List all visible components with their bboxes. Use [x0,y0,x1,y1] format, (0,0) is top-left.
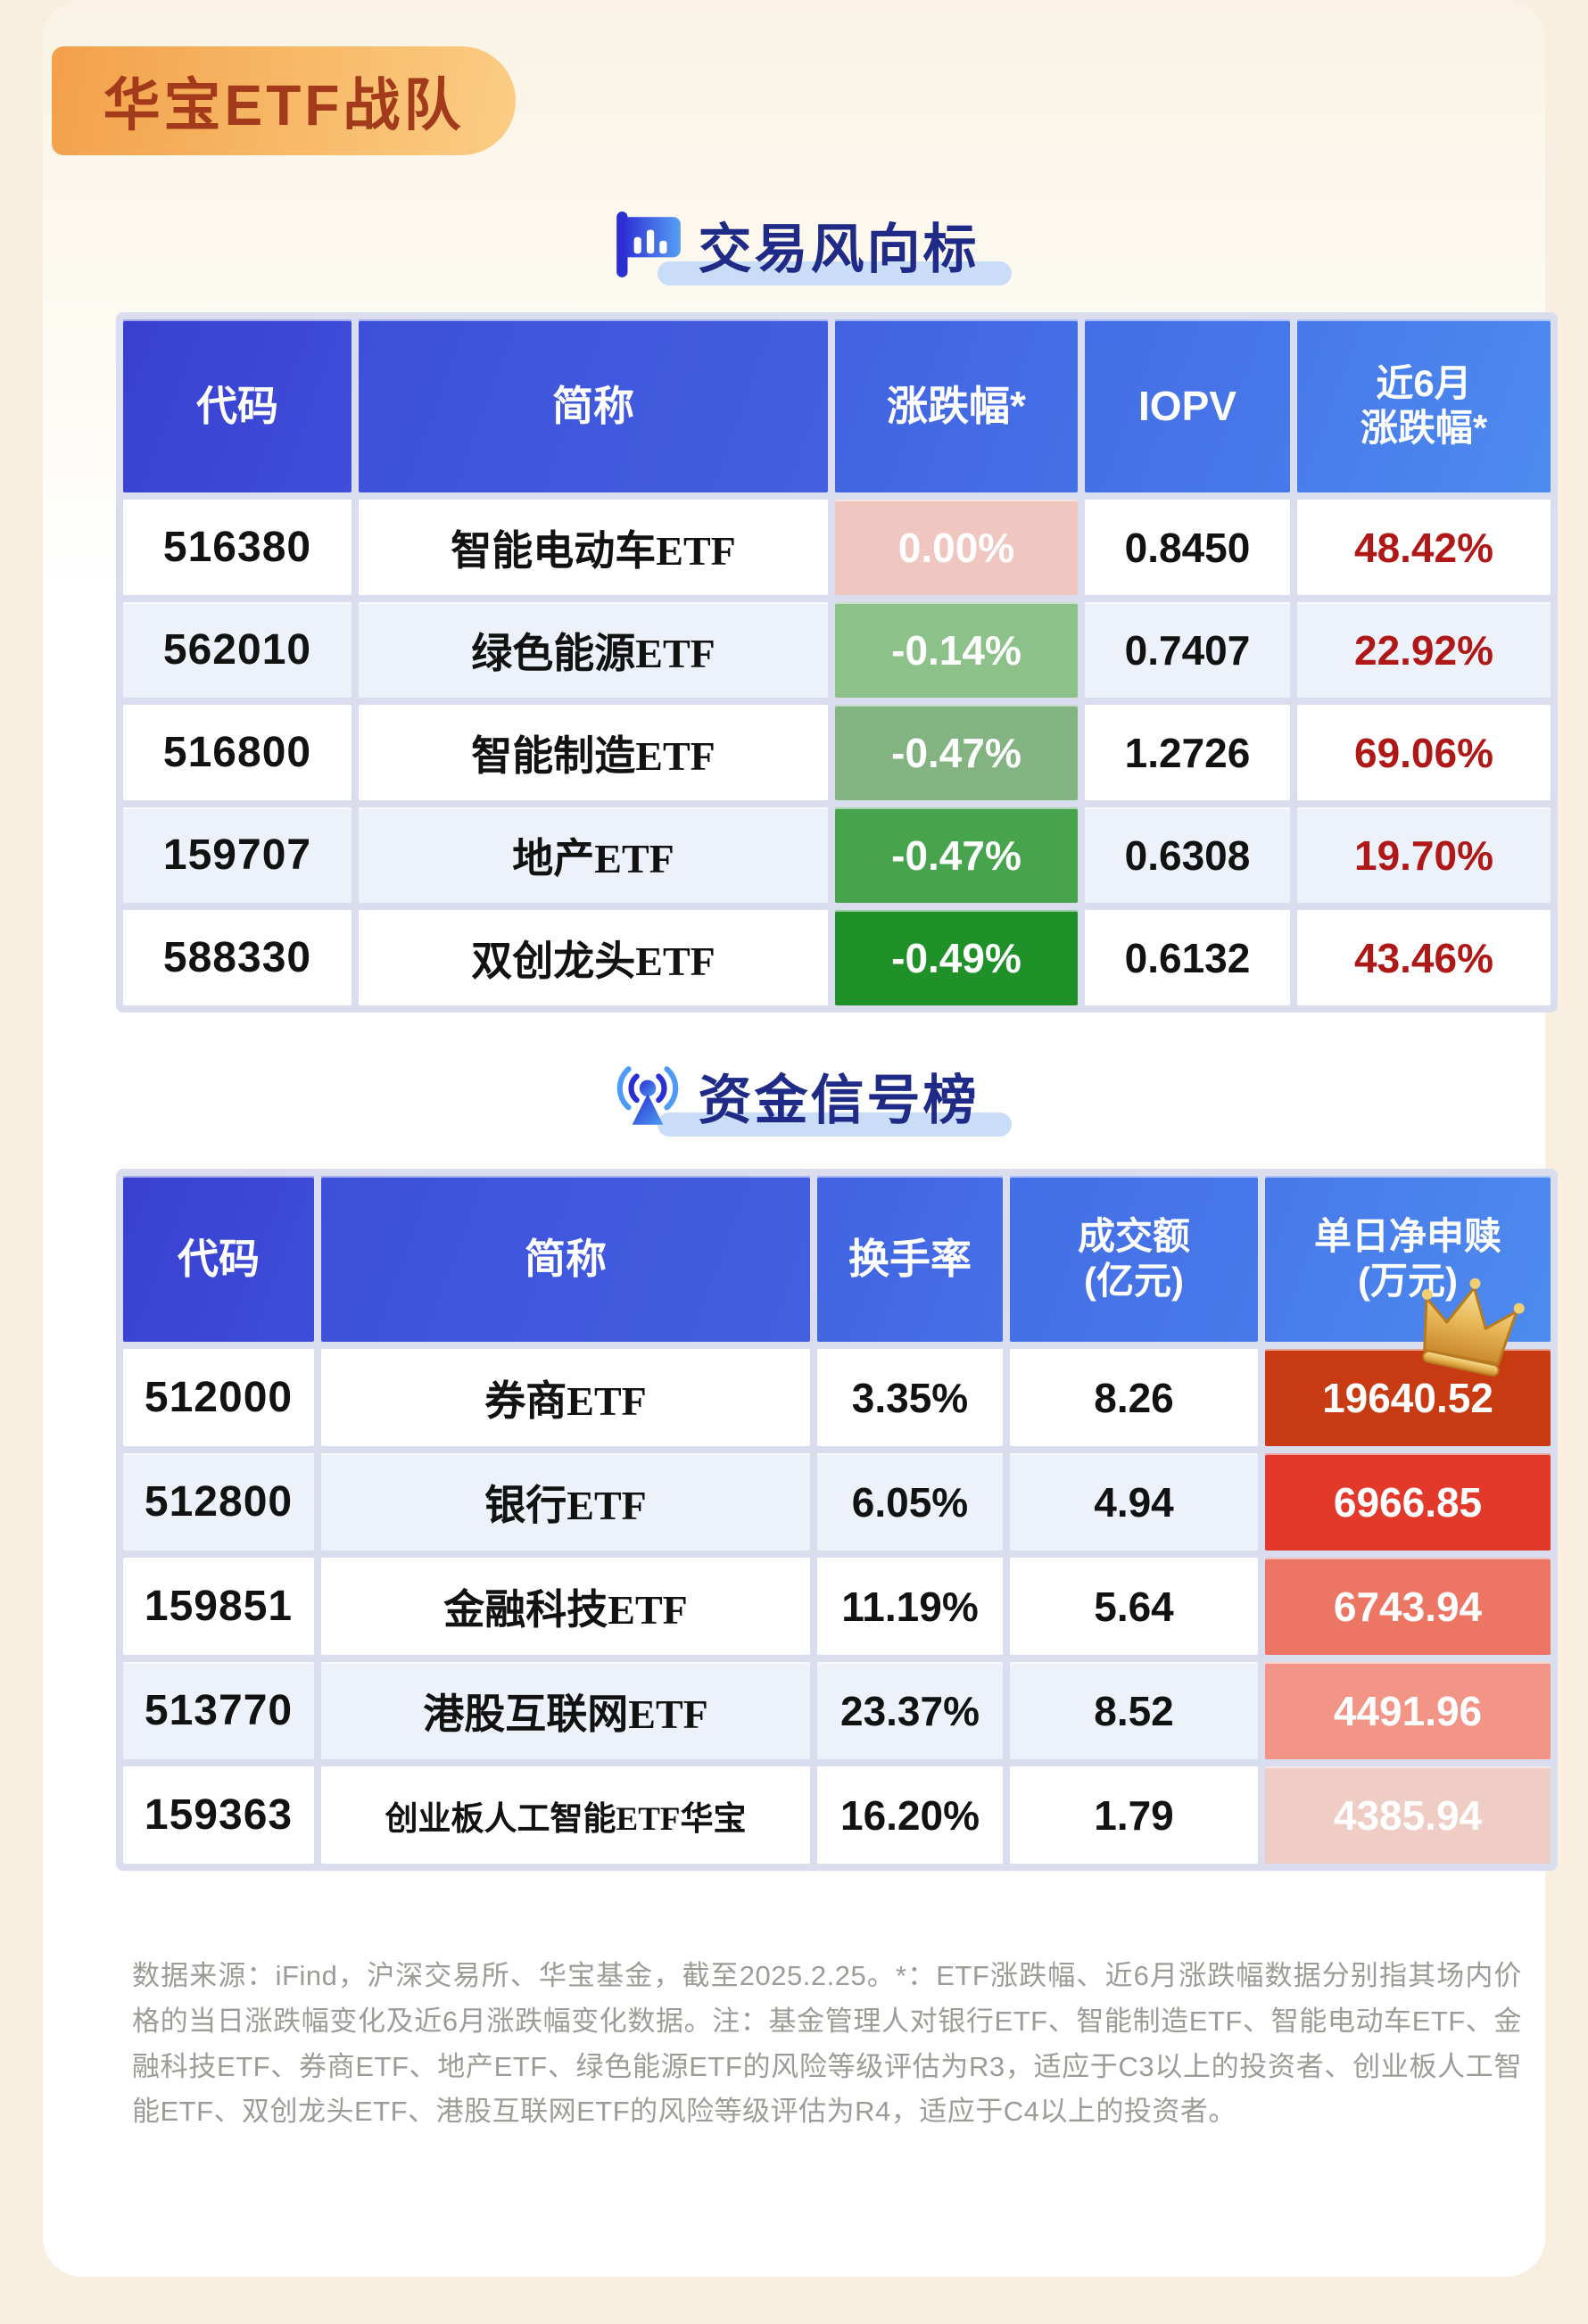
table-cell-volume: 1.79 [1010,1766,1258,1864]
table-cell-6m-change: 48.42% [1297,500,1551,595]
col-header-change: 涨跌幅* [835,319,1078,492]
title-underline [657,1112,1012,1137]
table-cell-code: 159363 [123,1766,314,1864]
table-cell-net: 4491.96 [1265,1662,1551,1759]
table-cell-name: 创业板人工智能ETF华宝 [321,1766,810,1864]
table-cell-code: 516800 [123,705,352,800]
table-cell-code: 516380 [123,500,352,595]
table-cell-name: 智能制造ETF [359,705,828,800]
col-header-code: 代码 [123,319,352,492]
capital-table: 代码 简称 换手率 成交额 (亿元) 单日净申赎 (万元) 512000 券商E… [116,1169,1558,1871]
table-cell-name: 地产ETF [359,807,828,903]
table-cell-6m-change: 69.06% [1297,705,1551,800]
table-cell-net: 6743.94 [1265,1558,1551,1655]
brand-badge-label: 华宝ETF战队 [103,73,465,137]
section1-title: 交易风向标 [43,202,1545,287]
brand-badge: 华宝ETF战队 [52,46,557,155]
section1-title-label: 交易风向标 [698,219,980,279]
table-cell-name: 券商ETF [321,1349,810,1446]
table-cell-change: 0.00% [835,500,1078,595]
table-cell-code: 512800 [123,1453,314,1551]
table-cell-turnover: 11.19% [817,1558,1003,1655]
col-header-name: 简称 [359,319,828,492]
table-cell-code: 562010 [123,602,352,698]
table-cell-name: 银行ETF [321,1453,810,1551]
col-header-turnover: 换手率 [817,1176,1003,1342]
table-cell-volume: 5.64 [1010,1558,1258,1655]
table-cell-change: -0.47% [835,807,1078,903]
table-cell-turnover: 6.05% [817,1453,1003,1551]
col-header-code: 代码 [123,1176,314,1342]
table-cell-net: 4385.94 [1265,1766,1551,1864]
table-cell-iopv: 1.2726 [1085,705,1290,800]
flag-chart-icon [616,211,681,277]
disclaimer-text: 数据来源：iFind，沪深交易所、华宝基金，截至2025.2.25。*：ETF涨… [132,1960,1522,2128]
table-cell-iopv: 0.6308 [1085,807,1290,903]
table-cell-turnover: 23.37% [817,1662,1003,1759]
table-cell-change: -0.49% [835,910,1078,1005]
table-cell-name: 金融科技ETF [321,1558,810,1655]
col-header-volume: 成交额 (亿元) [1010,1176,1258,1342]
table-cell-change: -0.47% [835,705,1078,800]
table-cell-turnover: 16.20% [817,1766,1003,1864]
table-cell-iopv: 0.8450 [1085,500,1290,595]
col-header-name: 简称 [321,1176,810,1342]
antenna-icon [616,1066,678,1125]
table-cell-change: -0.14% [835,602,1078,698]
trading-table: 代码 简称 涨跌幅* IOPV 近6月 涨跌幅* 516380 智能电动车ETF… [116,312,1558,1013]
table-cell-code: 513770 [123,1662,314,1759]
table-cell-code: 159707 [123,807,352,903]
table-cell-code: 512000 [123,1349,314,1446]
table-cell-name: 港股互联网ETF [321,1662,810,1759]
col-header-net: 单日净申赎 (万元) [1265,1176,1551,1342]
table-cell-turnover: 3.35% [817,1349,1003,1446]
table-cell-6m-change: 22.92% [1297,602,1551,698]
crown-icon [1421,1278,1525,1377]
table-cell-name: 双创龙头ETF [359,910,828,1005]
section2-title-label: 资金信号榜 [698,1070,980,1130]
content-card: 华宝ETF战队 交易风向标 代码 简称 涨跌幅* IOPV [43,0,1558,2277]
table-cell-name: 智能电动车ETF [359,500,828,595]
table-cell-iopv: 0.7407 [1085,602,1290,698]
table-cell-net: 19640.52 [1265,1349,1551,1446]
title-underline [657,261,1012,285]
section2-title: 资金信号榜 [43,1053,1545,1138]
table-cell-volume: 8.26 [1010,1349,1258,1446]
table-cell-6m-change: 43.46% [1297,910,1551,1005]
col-header-iopv: IOPV [1085,319,1290,492]
table-cell-net: 6966.85 [1265,1453,1551,1551]
table-cell-volume: 4.94 [1010,1453,1258,1551]
table-cell-name: 绿色能源ETF [359,602,828,698]
table-cell-iopv: 0.6132 [1085,910,1290,1005]
table-cell-6m-change: 19.70% [1297,807,1551,903]
table-cell-code: 159851 [123,1558,314,1655]
col-header-6m-change: 近6月 涨跌幅* [1297,319,1551,492]
table-cell-volume: 8.52 [1010,1662,1258,1759]
table-cell-code: 588330 [123,910,352,1005]
